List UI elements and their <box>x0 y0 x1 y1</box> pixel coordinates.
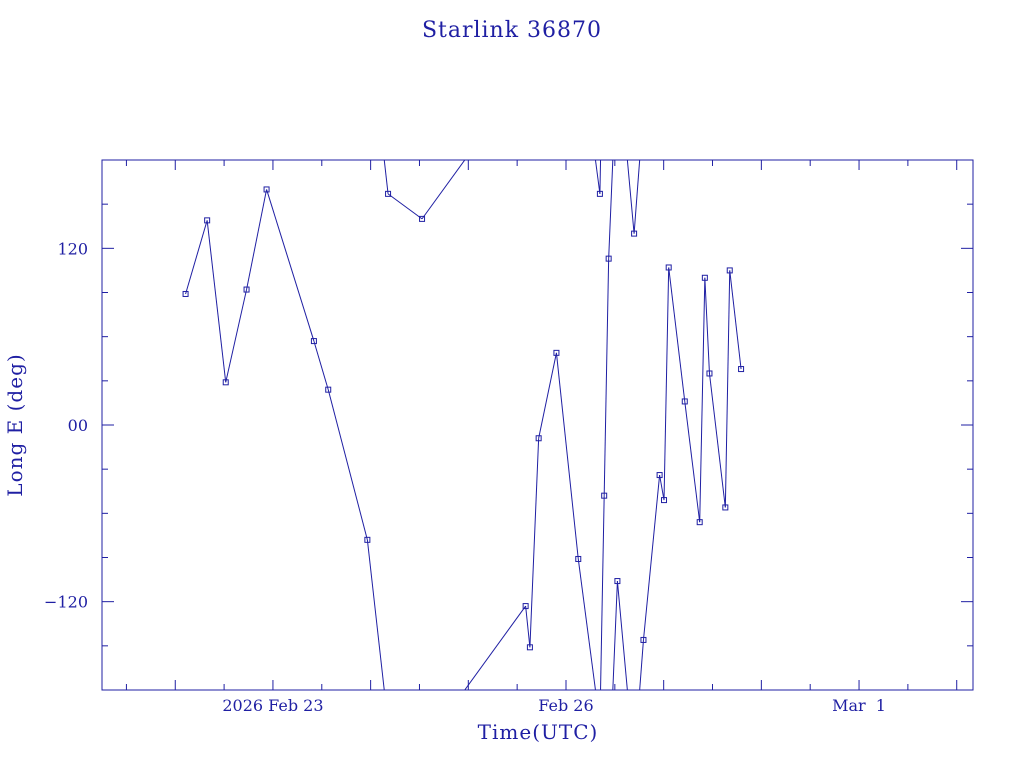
series-segment <box>206 220 227 383</box>
series-segment <box>266 189 315 342</box>
data-point <box>596 190 603 197</box>
data-point <box>575 555 582 562</box>
y-tick-label: −120 <box>44 593 88 612</box>
data-point <box>553 349 560 356</box>
series-segment <box>704 277 710 374</box>
y-tick-label: 00 <box>68 416 88 435</box>
x-tick-label: 2026 Feb 23 <box>222 696 323 715</box>
x-tick-label: Mar 1 <box>832 696 886 715</box>
series-segment <box>668 267 686 402</box>
series-segment <box>246 189 268 290</box>
plot-area <box>101 159 974 691</box>
data-point <box>722 504 729 511</box>
series-segment <box>383 160 389 194</box>
series-segment <box>366 539 385 690</box>
series-segment <box>603 258 610 496</box>
data-point <box>325 386 332 393</box>
series-segment <box>600 495 605 690</box>
series-segment <box>185 220 208 295</box>
series-segment <box>663 267 670 501</box>
data-point <box>726 267 733 274</box>
data-markers <box>182 186 745 651</box>
series-segment <box>525 606 531 648</box>
axis-ticks <box>102 160 973 690</box>
data-point <box>243 286 250 293</box>
data-point <box>522 603 529 610</box>
series-segment <box>594 160 601 194</box>
series-segment <box>708 373 726 508</box>
y-tick-label: 120 <box>57 239 88 258</box>
series-segment <box>612 581 618 690</box>
data-point <box>614 578 621 585</box>
tick-labels: 2026 Feb 23 Feb 26 Mar 1 120 00 −120 <box>44 239 886 715</box>
data-point <box>738 366 745 373</box>
data-point <box>605 255 612 262</box>
series-segment <box>464 605 527 690</box>
data-point <box>661 497 668 504</box>
data-point <box>665 264 672 271</box>
data-point <box>526 644 533 651</box>
data-point <box>419 215 426 222</box>
series-segment <box>387 193 423 220</box>
series-segment <box>529 438 540 648</box>
data-point <box>696 519 703 526</box>
series-segment <box>538 352 557 439</box>
data-point <box>640 636 647 643</box>
data-point <box>535 435 542 442</box>
data-point <box>222 379 229 386</box>
data-point <box>706 370 713 377</box>
data-point <box>656 472 663 479</box>
data-point <box>385 190 392 197</box>
chart-title: Starlink 36870 <box>422 18 602 43</box>
plot-frame <box>101 159 974 691</box>
series-segment <box>421 160 466 220</box>
y-axis-label: Long E (deg) <box>3 353 27 496</box>
series-segment <box>684 401 701 523</box>
x-tick-label: Feb 26 <box>538 696 593 715</box>
series-segment <box>639 639 644 690</box>
series-segment <box>729 270 742 370</box>
series-segment <box>608 160 614 259</box>
series-segment <box>577 558 596 690</box>
data-point <box>310 338 317 345</box>
data-point <box>701 274 708 281</box>
series-segment <box>313 340 329 390</box>
data-point <box>204 217 211 224</box>
series-segment <box>626 160 635 234</box>
series-segment <box>724 270 731 508</box>
series-segment <box>225 289 248 383</box>
series-segment <box>633 160 641 234</box>
x-axis-label: Time(UTC) <box>478 720 599 744</box>
series-segment <box>699 277 706 523</box>
series-segment <box>616 581 628 690</box>
data-point <box>681 398 688 405</box>
series-segment <box>327 389 368 540</box>
series-segment <box>555 352 579 560</box>
data-point <box>263 186 270 193</box>
series-segment <box>659 474 665 501</box>
data-point <box>182 290 189 297</box>
series-line <box>185 160 742 690</box>
data-point <box>364 536 371 543</box>
data-point <box>631 230 638 237</box>
data-point <box>601 492 608 499</box>
series-segment <box>642 475 661 640</box>
